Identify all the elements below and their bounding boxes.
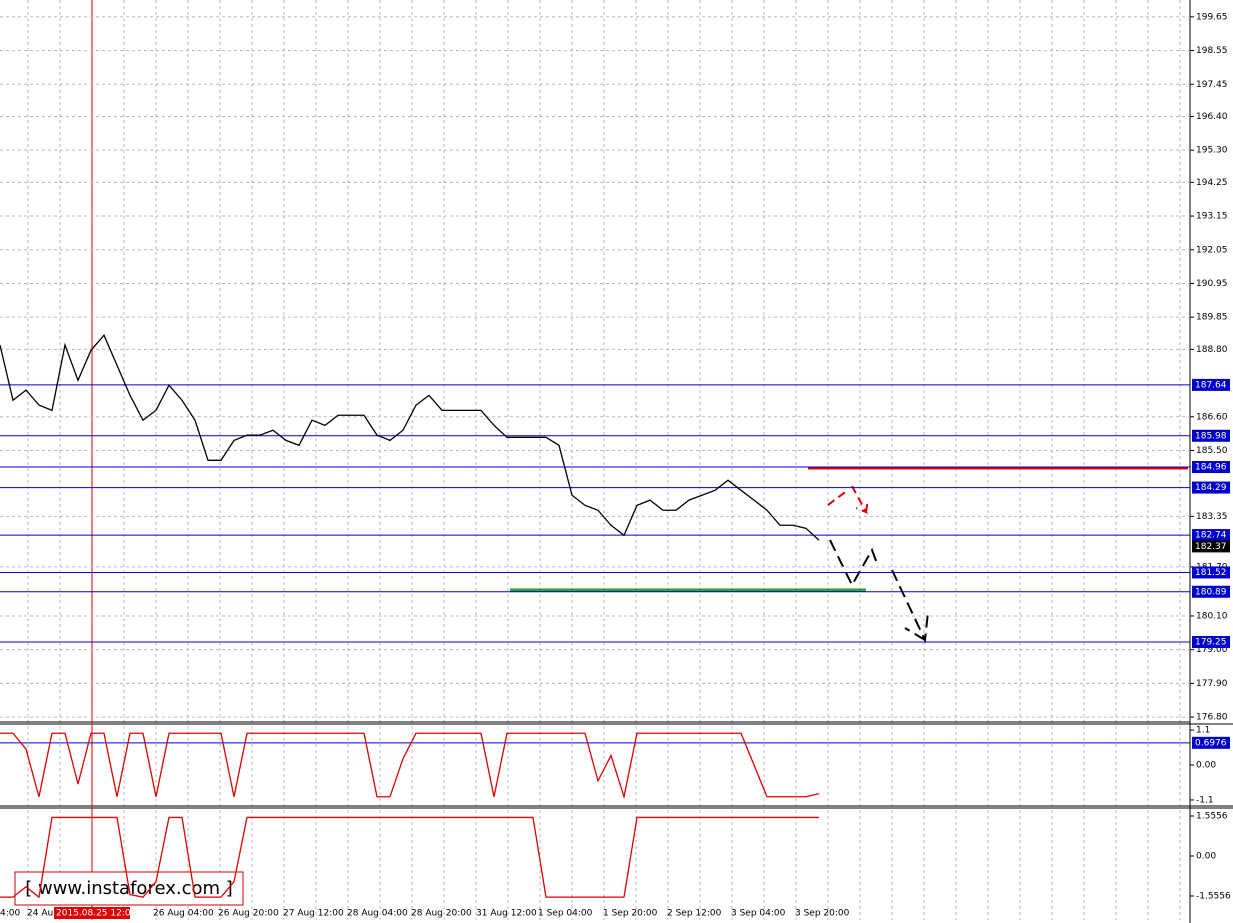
price-tag <box>1192 540 1230 553</box>
price-line <box>0 732 820 800</box>
level-tag <box>1192 636 1230 649</box>
level-tag <box>1192 461 1230 474</box>
y-tick-label: 197.45 <box>1196 80 1228 90</box>
level-tag <box>1192 429 1230 442</box>
level-tag <box>1192 736 1230 749</box>
y-tick-label: 192.05 <box>1196 245 1228 255</box>
level-label: 181.52 <box>1195 568 1227 578</box>
level-tag <box>1192 585 1230 598</box>
y-tick-label: 176.80 <box>1196 713 1228 723</box>
y-tick-label: -1.1 <box>1196 795 1214 805</box>
y-tick-label: 186.60 <box>1196 412 1228 422</box>
level-tag <box>1192 378 1230 391</box>
y-tick-label: 189.85 <box>1196 313 1228 323</box>
x-tick-label: 2015.08.25 12:00 <box>56 909 137 919</box>
x-tick-label: 26 Aug 04:00 <box>153 909 214 919</box>
y-tick-label: 183.35 <box>1196 512 1228 522</box>
y-tick-label: 185.50 <box>1196 446 1228 456</box>
level-label: 184.96 <box>1195 463 1227 473</box>
x-tick-label: 26 Aug 20:00 <box>218 909 279 919</box>
y-tick-label: 1.1 <box>1196 726 1210 736</box>
y-tick-label: 179.00 <box>1196 645 1228 655</box>
x-tick-label: 28 Aug 20:00 <box>411 909 472 919</box>
y-tick-label: 194.25 <box>1196 178 1228 188</box>
y-tick-label: 177.90 <box>1196 679 1228 689</box>
level-label: 180.89 <box>1195 587 1227 597</box>
x-tick-label: 28 Aug 04:00 <box>347 909 408 919</box>
y-tick-label: 193.15 <box>1196 212 1228 222</box>
x-tick-label: 2 Sep 12:00 <box>667 909 722 919</box>
level-label: 185.98 <box>1195 431 1227 441</box>
y-tick-label: 1.5556 <box>1196 812 1228 822</box>
y-tick-label: 180.10 <box>1196 611 1228 621</box>
level-label: 0.6976 <box>1195 738 1227 748</box>
x-tick-label: 3 Sep 20:00 <box>795 909 850 919</box>
level-label: 179.25 <box>1195 638 1227 648</box>
level-label: 182.74 <box>1195 531 1227 541</box>
x-tick-label: 3 Sep 04:00 <box>731 909 786 919</box>
y-tick-label: 0.00 <box>1196 761 1216 771</box>
level-tag <box>1192 566 1230 579</box>
level-tag <box>1192 529 1230 542</box>
price-line <box>0 334 820 541</box>
level-label: 184.29 <box>1195 483 1227 493</box>
x-tick-label: 27 Aug 12:00 <box>283 909 344 919</box>
y-tick-label: 190.95 <box>1196 279 1228 289</box>
y-tick-label: 198.55 <box>1196 46 1228 56</box>
y-tick-label: 195.30 <box>1196 146 1228 156</box>
price-line <box>0 816 819 899</box>
y-tick-label: 188.80 <box>1196 345 1228 355</box>
x-tick-label: 4:00 <box>0 909 20 919</box>
cursor-tag <box>54 907 130 919</box>
y-tick-label: 199.65 <box>1196 12 1228 22</box>
x-tick-label: 1 Sep 04:00 <box>538 909 593 919</box>
x-tick-label: 1 Sep 20:00 <box>603 909 658 919</box>
level-label: 187.64 <box>1195 380 1227 390</box>
level-tag <box>1192 481 1230 494</box>
y-tick-label: 0.00 <box>1196 851 1216 861</box>
price-label: 182.37 <box>1195 542 1227 552</box>
x-tick-label: 24 Au <box>27 909 53 919</box>
arrow-drawing <box>827 485 869 514</box>
x-tick-label: 31 Aug 12:00 <box>476 909 537 919</box>
y-tick-label: -1.5556 <box>1196 891 1231 901</box>
y-tick-label: 196.40 <box>1196 112 1228 122</box>
arrow-drawing <box>829 539 929 644</box>
